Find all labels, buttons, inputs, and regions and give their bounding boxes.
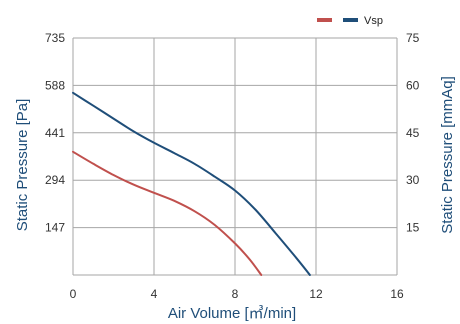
series-line-1: [72, 150, 263, 276]
y-tick-label-left-2: 441: [45, 126, 65, 140]
y-tick-label-right-1: 30: [406, 173, 420, 187]
y-tick-label-right-0: 15: [406, 221, 420, 235]
x-tick-label-4: 16: [390, 287, 404, 301]
x-tick-label-0: 0: [70, 287, 77, 301]
y-tick-label-left-0: 147: [45, 221, 65, 235]
y-tick-label-right-4: 75: [406, 31, 420, 45]
x-tick-label-1: 4: [151, 287, 158, 301]
legend: Vsp: [317, 15, 383, 27]
grid: [72, 37, 398, 276]
y-tick-label-right-2: 45: [406, 126, 420, 140]
legend-swatch-blue: [343, 18, 358, 22]
x-axis-title: Air Volume [㎥/min]: [168, 305, 296, 322]
tick-labels: 0 4 8 12 16 147 294 441 588 735 15 30 45 60 75: [45, 31, 420, 301]
y-tick-label-left-3: 588: [45, 78, 65, 92]
y-tick-label-right-3: 60: [406, 78, 420, 92]
y-axis-title-left: Static Pressure [Pa]: [14, 99, 31, 232]
series-line-2: [72, 91, 311, 276]
x-tick-label-3: 12: [309, 287, 323, 301]
y-tick-label-left-4: 735: [45, 31, 65, 45]
legend-label: Vsp: [364, 15, 383, 27]
x-tick-label-2: 8: [232, 287, 239, 301]
y-tick-label-left-1: 294: [45, 173, 65, 187]
y-axis-title-right: Static Pressure [mmAq]: [439, 76, 456, 234]
series-layer: [72, 91, 311, 276]
legend-swatch-red: [317, 18, 332, 22]
